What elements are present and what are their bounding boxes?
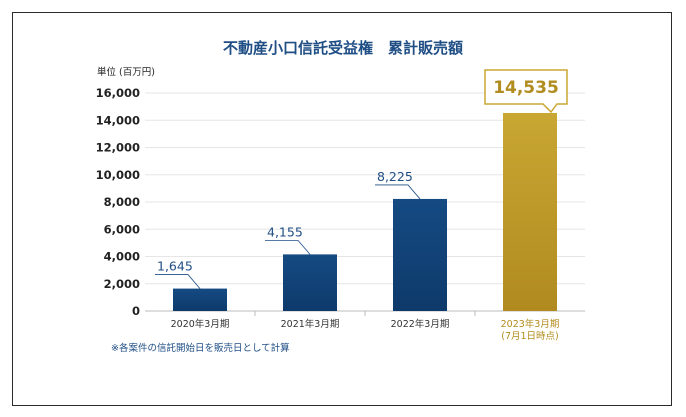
y-unit-label: 単位 (百万円) [97,66,155,78]
y-tick-label: 10,000 [96,168,140,182]
footnote: ※各案件の信託開始日を販売日として計算 [111,342,290,354]
label-leader-line [375,184,421,200]
data-label: 1,645 [157,259,193,274]
x-tick-label: 2022年3月期 [391,318,450,330]
y-tick-label: 6,000 [104,222,140,236]
data-labels: 1,645 4,155 8,225 14,535 [155,69,568,289]
chart-title: 不動産小口信託受益権 累計販売額 [223,39,463,57]
y-tick-label: 8,000 [104,195,140,209]
data-label: 8,225 [377,169,413,184]
y-tick-label: 0 [132,304,140,318]
x-tick-label: 2023年3月期 [501,318,560,330]
x-tick-label: 2021年3月期 [281,318,340,330]
bar [503,112,557,311]
y-axis-ticks: 0 2,000 4,000 6,000 8,000 10,000 12,000 14,000 1… [96,86,140,318]
data-label: 4,155 [267,224,303,239]
bar [283,254,337,311]
x-tick-label: (7月1日時点) [501,331,559,342]
callout-box [484,69,568,114]
y-tick-label: 12,000 [96,141,140,155]
label-leader-line [155,274,201,289]
x-axis-ticks: 2020年3月期 2021年3月期 2022年3月期 2023年3月期(7月1日時点) [171,311,560,342]
y-tick-label: 14,000 [96,113,140,127]
y-tick-label: 4,000 [104,250,140,264]
bar [173,288,227,311]
y-tick-label: 16,000 [96,86,140,100]
bar [393,198,447,311]
label-leader-line [265,239,311,255]
data-label: 14,535 [493,78,559,98]
bars [173,112,557,311]
y-tick-label: 2,000 [104,277,140,291]
x-tick-label: 2020年3月期 [171,318,230,330]
